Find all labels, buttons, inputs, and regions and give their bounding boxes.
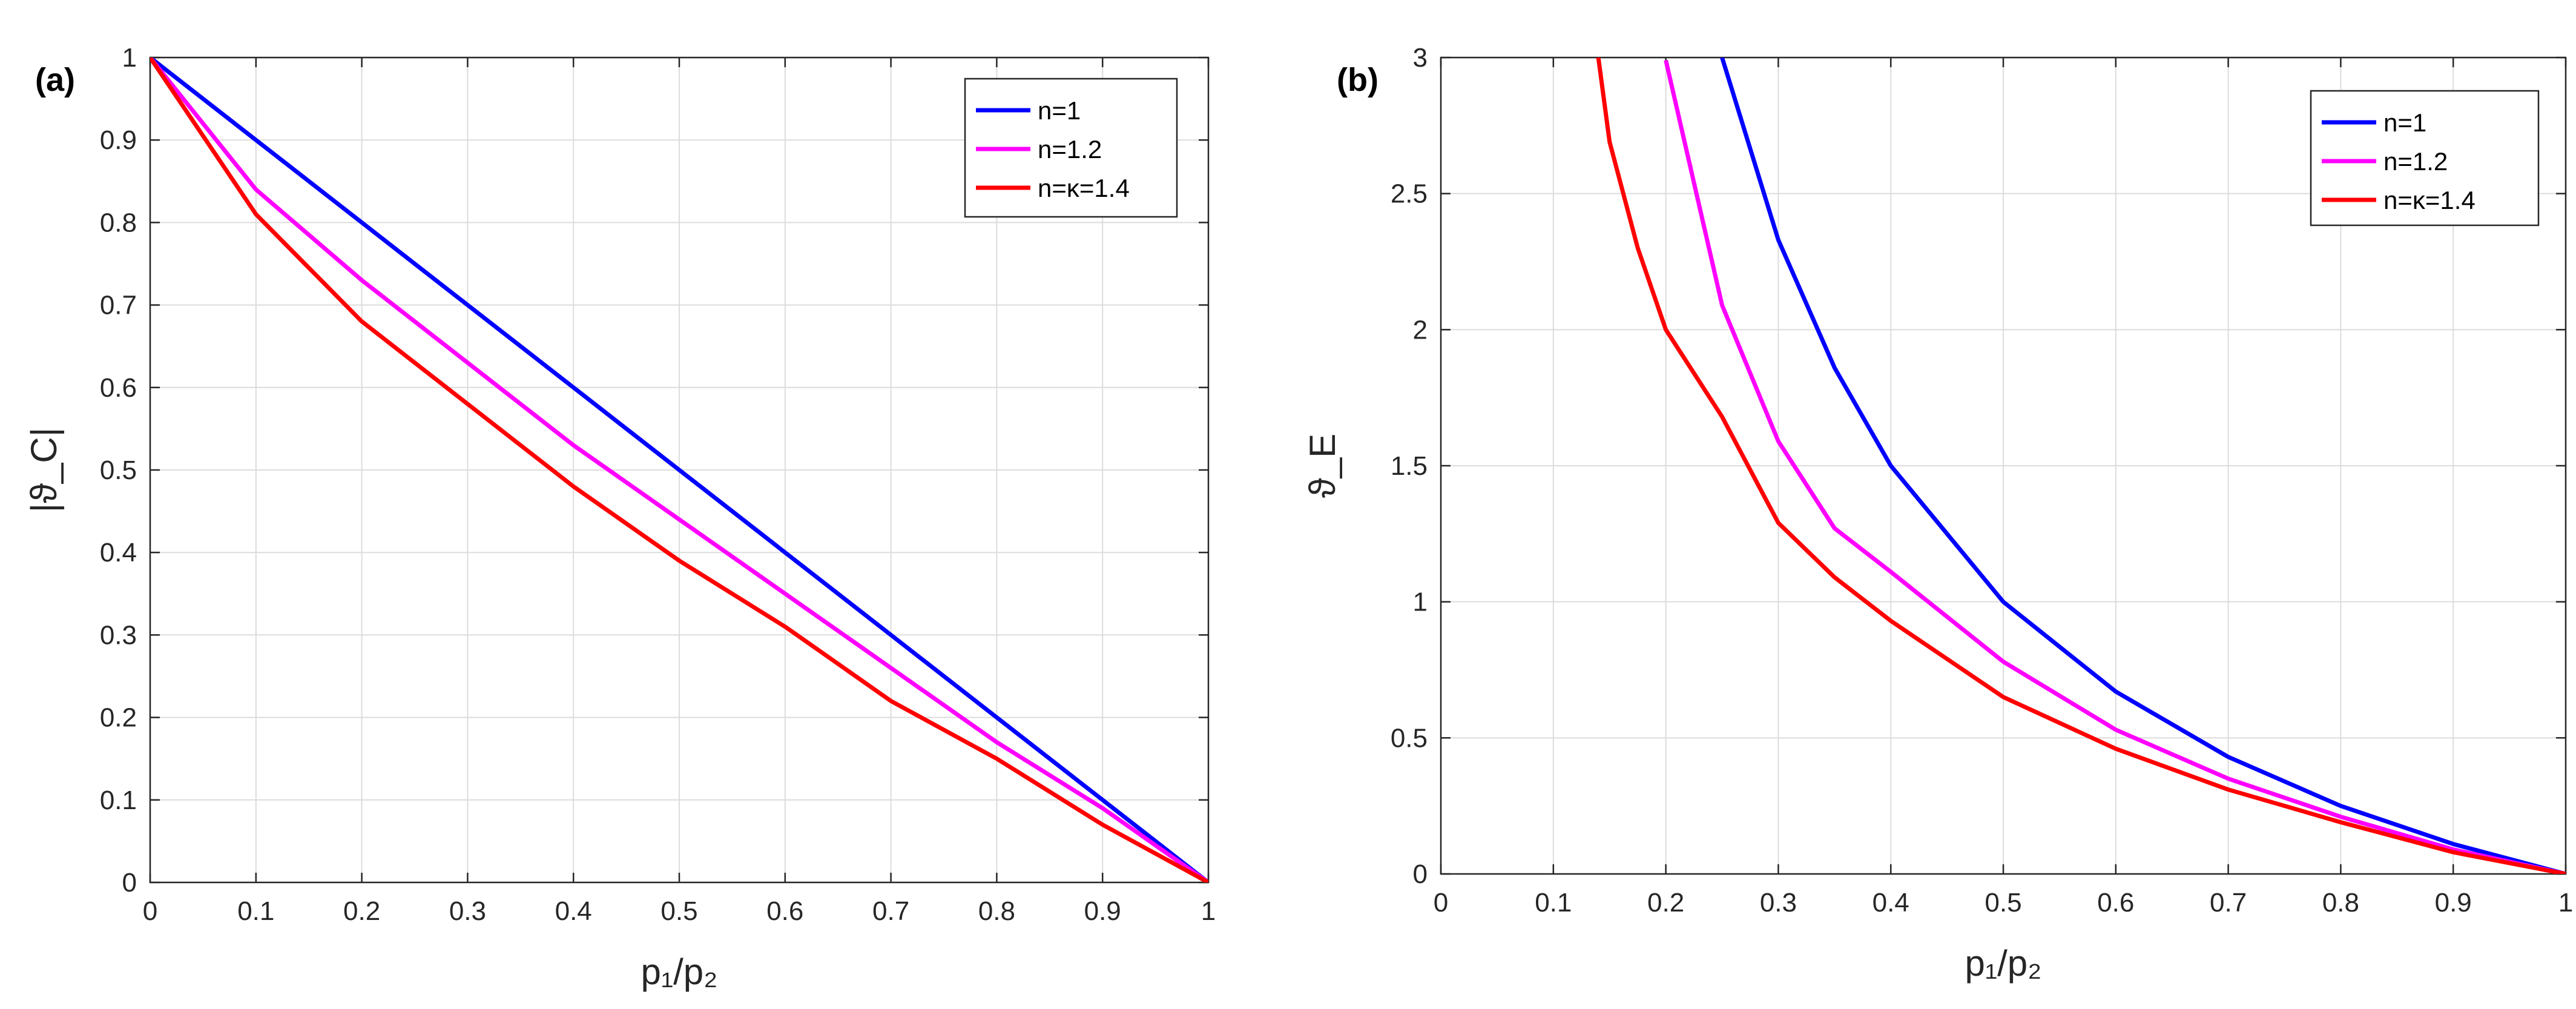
x-tick-label: 0.1	[1535, 888, 1572, 918]
x-tick-label: 0.1	[237, 896, 274, 926]
x-tick-label: 0.6	[766, 896, 803, 926]
y-tick-label: 0.2	[100, 703, 137, 733]
chart-panel-a: 0 0.1 0.2 0.3 0.4 0.5 0.6 0.7 0.8 0.9 1 0 0.1 0.2 0.3 0…	[24, 43, 1216, 992]
x-tick-label: 1	[2558, 888, 2573, 918]
x-tick-label: 0.9	[1084, 896, 1121, 926]
y-tick-label: 0.3	[100, 620, 137, 650]
y-tick-label: 0.8	[100, 208, 137, 237]
x-tick-label: 0.4	[1873, 888, 1909, 918]
series-line-3	[150, 58, 1208, 882]
x-axis-label: p₁/p₂	[1965, 943, 2042, 984]
x-tick-label: 0.5	[660, 896, 697, 926]
series-line-1	[1720, 58, 2566, 874]
legend-label-2: n=1.2	[1038, 135, 1102, 164]
x-tick-label: 0	[1434, 888, 1448, 918]
series-line-3	[1596, 58, 2566, 874]
x-tick-label: 0.2	[1647, 888, 1684, 918]
legend-box	[2310, 90, 2540, 227]
legend-label-1: n=1	[2383, 108, 2426, 137]
x-tick-label: 0.8	[2322, 888, 2359, 918]
chart-panel-b: 0 0.1 0.2 0.3 0.4 0.5 0.6 0.7 0.8 0.9 1 0 0.5 1 1.5 2 2.…	[1302, 43, 2573, 984]
y-tick-label: 0.5	[1391, 723, 1428, 753]
panel-label: (b)	[1337, 62, 1379, 98]
x-tick-label: 0.2	[343, 896, 380, 926]
legend-label-3: n=κ=1.4	[1038, 174, 1130, 202]
x-tick-label: 0.7	[2210, 888, 2247, 918]
x-axis-label: p₁/p₂	[641, 951, 718, 992]
x-tick-label: 0	[143, 896, 157, 926]
y-tick-label: 3	[1413, 43, 1428, 73]
x-tick-label: 0.3	[1760, 888, 1797, 918]
series-line-1	[150, 58, 1208, 882]
legend-label-3: n=κ=1.4	[2383, 186, 2476, 214]
x-tick-label: 0.6	[2097, 888, 2134, 918]
y-tick-label: 0.6	[100, 373, 137, 403]
y-tick-label: 2.5	[1391, 179, 1428, 209]
x-tick-label: 0.8	[978, 896, 1015, 926]
y-tick-label: 2	[1413, 315, 1428, 345]
legend-label-1: n=1	[1038, 96, 1081, 125]
x-tick-label: 0.7	[872, 896, 909, 926]
y-tick-label: 0	[1413, 859, 1428, 889]
x-tick-label: 0.4	[555, 896, 592, 926]
x-tick-label: 0.9	[2435, 888, 2472, 918]
x-tick-label: 1	[1201, 896, 1216, 926]
x-tick-label: 0.5	[1985, 888, 2021, 918]
y-tick-label: 0.4	[100, 538, 137, 567]
y-axis-label: |ϑ_C|	[24, 428, 64, 513]
y-tick-label: 0.5	[100, 455, 137, 485]
y-tick-label: 0.1	[100, 786, 137, 815]
x-tick-label: 0.3	[449, 896, 486, 926]
series-line-2	[150, 58, 1208, 882]
y-tick-label: 0.7	[100, 291, 137, 320]
y-tick-label: 1	[1413, 587, 1428, 617]
y-tick-label: 0	[122, 868, 137, 898]
y-axis-label: ϑ_E	[1302, 434, 1343, 498]
y-tick-label: 1.5	[1391, 451, 1428, 481]
legend-label-2: n=1.2	[2383, 147, 2448, 176]
series-line-2	[1664, 59, 2566, 874]
y-tick-label: 0.9	[100, 125, 137, 155]
y-tick-label: 1	[122, 43, 137, 73]
panel-label: (a)	[35, 62, 75, 98]
